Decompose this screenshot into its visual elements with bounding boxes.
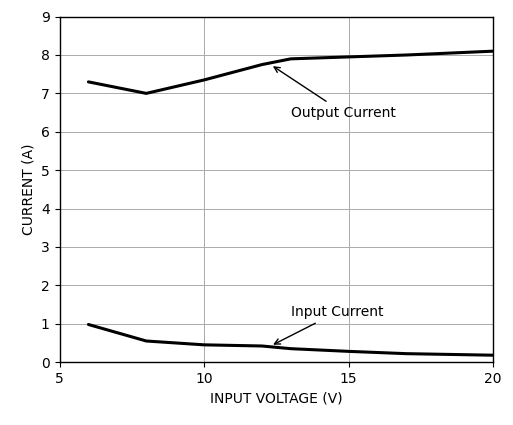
- Text: Output Current: Output Current: [274, 67, 396, 119]
- Y-axis label: CURRENT (A): CURRENT (A): [22, 144, 35, 235]
- Text: Input Current: Input Current: [274, 305, 383, 344]
- X-axis label: INPUT VOLTAGE (V): INPUT VOLTAGE (V): [210, 391, 343, 405]
